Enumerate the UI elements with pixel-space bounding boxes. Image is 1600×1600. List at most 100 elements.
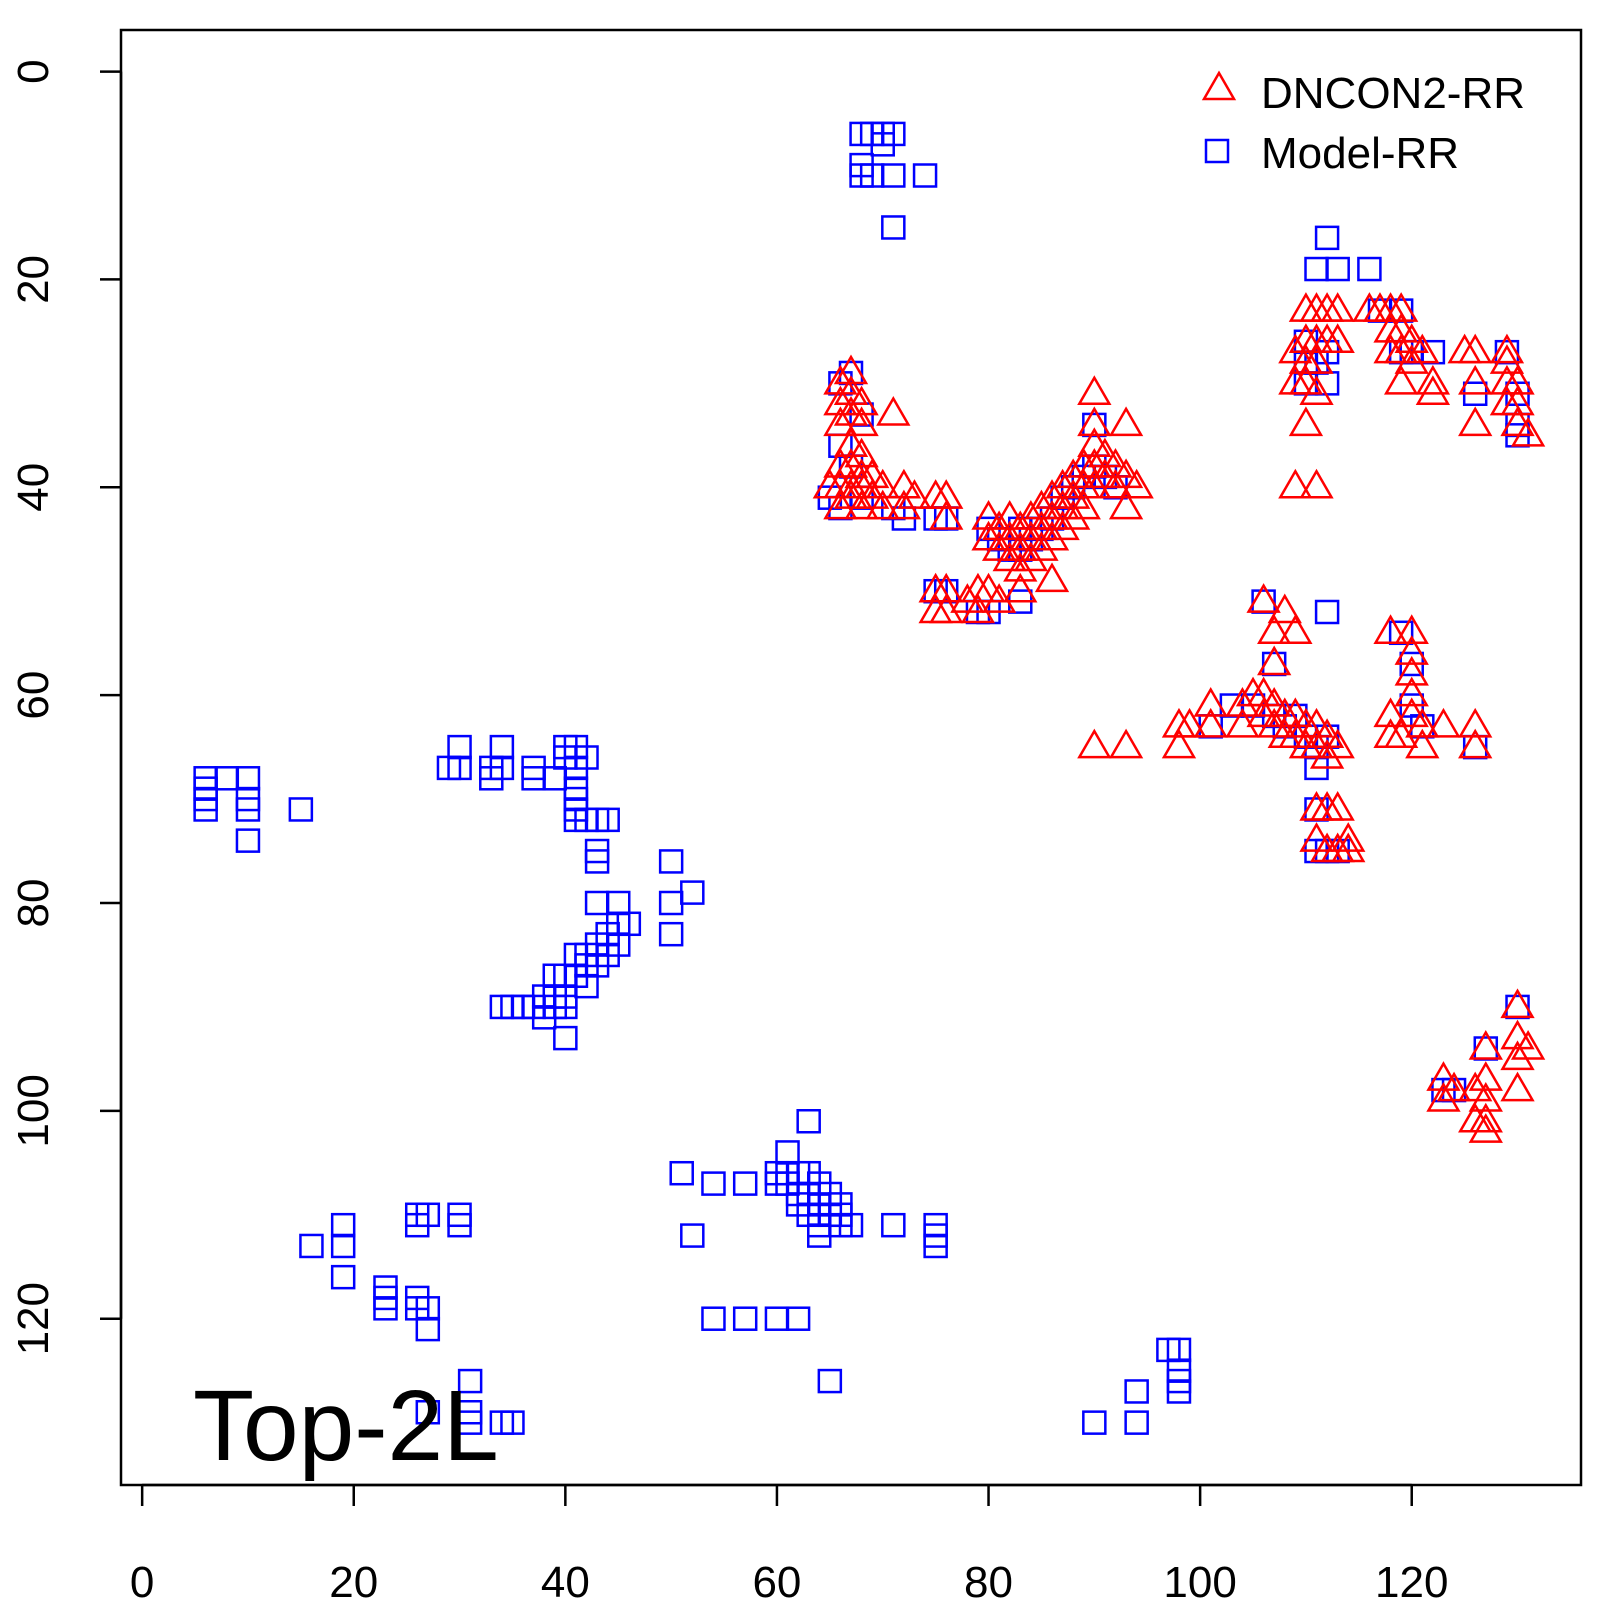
model-rr-point [373,1296,398,1321]
model-rr-point [817,1368,843,1394]
x-tick-label: 120 [1375,1558,1448,1600]
model-rr-point [881,163,906,188]
dncon2-rr-point [876,396,911,426]
model-rr-point [193,797,218,822]
dncon2-rr-point [854,479,890,509]
dncon2-rr-point [1278,614,1313,645]
model-rr-point [1082,1410,1107,1435]
dncon2-rr-point [1246,583,1281,613]
dncon2-rr-point [1108,728,1144,759]
dncon2-rr-point [1373,614,1408,645]
dncon2-rr-point [1299,468,1334,499]
dncon2-rr-point [1161,728,1197,759]
dncon2-rr-point [1056,499,1091,530]
y-axis: 0 20 40 60 80 100 120 [9,59,123,1355]
dncon2-rr-point [1045,489,1080,520]
dncon2-rr-point [1077,375,1112,405]
model-rr-point [912,163,938,188]
dncon2-rr-point [1468,1113,1503,1143]
dncon2-rr-point [1458,406,1493,437]
dncon2-rr-point [1468,1102,1503,1133]
model-rr-point [447,1212,472,1238]
dncon2-rr-point [1320,292,1355,322]
dncon2-rr-point [1500,364,1535,395]
dncon2-rr-point [886,468,922,499]
dncon2-rr-point [1458,707,1493,738]
dncon2-rr-point [1087,437,1123,468]
dncon2-rr-point [1394,697,1429,728]
dncon2-rr-point [844,406,879,437]
model-rr-point [457,1368,483,1394]
model-rr-point [701,1171,726,1196]
model-rr-point [415,1316,441,1342]
model-rr-point [680,1223,705,1248]
dncon2-rr-point [1013,520,1049,551]
model-rr-point [214,766,240,791]
model-rr-point [701,1306,726,1331]
dncon2-rr-point [1034,520,1070,551]
dncon2-rr-point [844,468,879,499]
dncon2-rr-point [992,499,1027,530]
dncon2-rr-point [1373,697,1408,728]
dncon2-rr-point [1034,562,1070,593]
x-tick-label: 80 [964,1558,1013,1600]
dncon2-rr-point [1013,499,1049,530]
dncon2-rr-point [1024,531,1059,561]
model-rr-point [1124,1379,1149,1404]
dncon2-rr-point [897,479,932,509]
model-rr-point [881,215,906,240]
dncon2-rr-point [1257,687,1292,717]
model-rr-point [881,1212,906,1238]
dncon2-rr-point [1468,1061,1503,1091]
model-rr-point [299,1233,324,1259]
model-rr-point [1124,1410,1149,1435]
dncon2-rr-point [833,396,869,426]
dncon2-rr-point [1447,333,1482,364]
model-rr-point [764,1306,790,1331]
model-rr-point [870,132,895,157]
model-rr-point [1325,256,1350,282]
dncon2-rr-point [1193,687,1228,717]
dncon2-rr-point [1468,1081,1503,1112]
y-tick-label: 20 [9,255,58,304]
dncon2-rr-point [1193,707,1228,738]
model-rr-point [775,1140,800,1165]
y-tick-label: 120 [9,1282,58,1355]
dncon2-rr-point [823,489,858,520]
dncon2-rr-point [1077,427,1112,457]
dncon2-rr-point [1394,635,1429,665]
dncon2-rr-point [823,406,858,437]
dncon2-rr-point [844,489,879,520]
model-rr-point [553,994,578,1020]
dncon2-rr-point [1246,697,1281,728]
dncon2-rr-point [1077,468,1112,499]
legend-label-dncon2: DNCON2-RR [1261,69,1525,118]
model-rr-point [1505,994,1530,1020]
model-rr-point [235,828,261,853]
dncon2-rr-point [971,499,1006,530]
dncon2-rr-point [1119,468,1154,499]
dncon2-rr-point [1500,406,1535,437]
dncon2-rr-point [1320,728,1355,759]
dncon2-rr-point [1309,718,1345,748]
y-tick-label: 100 [9,1074,58,1147]
dncon2-rr-point [854,458,890,489]
model-rr-point [330,1264,356,1290]
dncon2-rr-point [1003,531,1038,561]
dncon2-rr-point [1288,292,1324,322]
dncon2-rr-point [1426,1081,1461,1112]
dncon2-rr-point [1045,510,1080,541]
dncon2-rr-point [1288,364,1324,395]
model-rr-point [1166,1379,1192,1404]
model-rr-point [330,1212,356,1238]
legend-square-marker [1204,138,1230,164]
model-rr-point [1314,225,1340,251]
model-rr-point [1314,599,1340,625]
dncon2-rr-point [1510,416,1546,447]
model-rr-point [235,766,261,791]
x-tick-label: 0 [130,1558,154,1600]
dncon2-rr-point [1003,572,1038,603]
model-rr-point [595,807,620,833]
series-dncon2-rr [812,292,1546,1143]
